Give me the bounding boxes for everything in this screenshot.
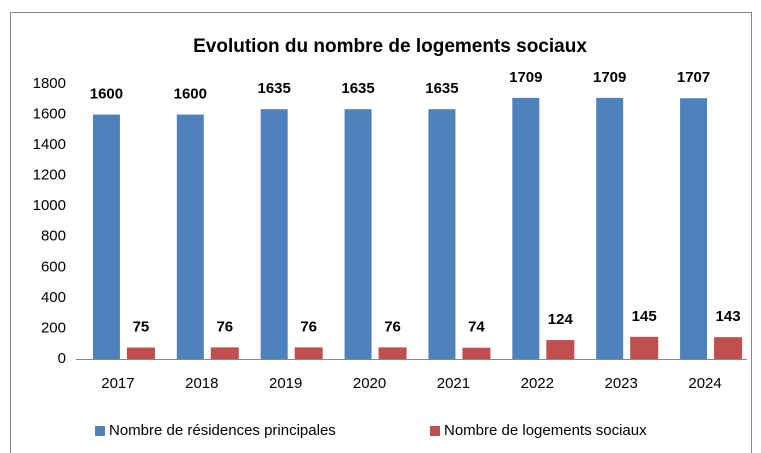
bar — [378, 347, 407, 359]
value-label: 1635 — [425, 80, 458, 97]
value-label: 1709 — [593, 69, 626, 86]
bar — [126, 347, 155, 359]
bar — [714, 337, 743, 359]
y-tick-label: 200 — [41, 319, 66, 336]
legend-label: Nombre de logements sociaux — [444, 422, 647, 439]
value-label: 1707 — [677, 69, 710, 86]
x-tick-label: 2024 — [688, 375, 721, 392]
x-tick-label: 2019 — [269, 375, 302, 392]
bar — [344, 109, 372, 359]
bar — [546, 340, 575, 359]
value-label: 76 — [384, 318, 401, 335]
value-label: 145 — [632, 308, 657, 325]
legend-swatch — [430, 426, 440, 436]
bar — [630, 336, 659, 359]
x-tick-label: 2022 — [521, 375, 554, 392]
bar — [176, 114, 204, 359]
chart-border — [10, 12, 752, 453]
x-tick-label: 2021 — [437, 375, 470, 392]
y-tick-label: 800 — [41, 228, 66, 245]
value-label: 143 — [716, 308, 741, 325]
value-label: 76 — [300, 318, 317, 335]
y-tick-label: 1000 — [33, 197, 66, 214]
value-label: 1600 — [90, 86, 123, 103]
bar — [428, 109, 456, 359]
legend-label: Nombre de résidences principales — [109, 422, 336, 439]
bar — [680, 98, 708, 359]
value-label: 1635 — [258, 80, 291, 97]
bar — [596, 97, 624, 360]
value-label: 1635 — [341, 80, 374, 97]
value-label: 1600 — [174, 86, 207, 103]
value-label: 124 — [548, 311, 574, 328]
value-label: 75 — [133, 319, 150, 336]
x-tick-label: 2018 — [185, 375, 218, 392]
value-label: 76 — [216, 318, 233, 335]
bar — [294, 347, 323, 359]
bar — [260, 109, 288, 359]
value-label: 74 — [468, 319, 485, 336]
bar — [210, 347, 239, 359]
y-tick-label: 1400 — [33, 136, 66, 153]
y-tick-label: 1600 — [33, 106, 66, 123]
bar — [92, 114, 120, 359]
y-tick-label: 1800 — [33, 75, 66, 92]
chart-title: Evolution du nombre de logements sociaux — [193, 36, 587, 57]
value-label: 1709 — [509, 69, 542, 86]
x-tick-label: 2020 — [353, 375, 386, 392]
legend-swatch — [95, 426, 105, 436]
x-tick-label: 2023 — [605, 375, 638, 392]
y-tick-label: 0 — [58, 350, 66, 367]
bar — [512, 97, 540, 360]
x-tick-label: 2017 — [101, 375, 134, 392]
bar — [462, 347, 491, 359]
y-tick-label: 400 — [41, 289, 66, 306]
y-tick-label: 1200 — [33, 167, 66, 184]
y-tick-label: 600 — [41, 258, 66, 275]
